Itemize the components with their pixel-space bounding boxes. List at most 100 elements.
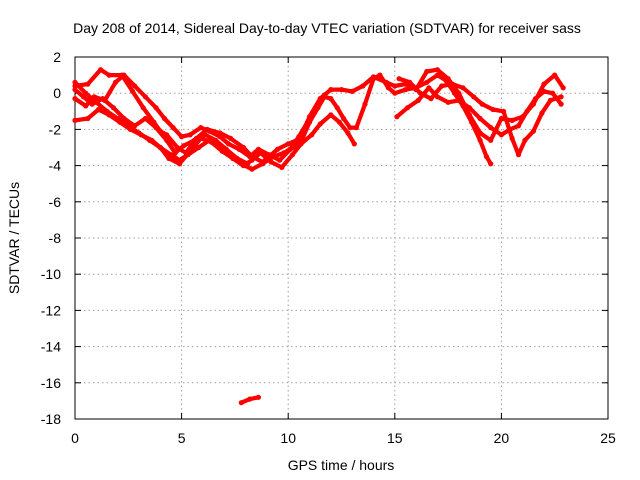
data-point [532, 96, 539, 102]
data-point [238, 400, 244, 406]
data-point [296, 134, 302, 140]
data-point [370, 74, 377, 80]
data-point [187, 132, 193, 138]
data-point [550, 90, 556, 96]
data-point [166, 155, 172, 161]
data-point [509, 135, 515, 141]
data-point [445, 99, 451, 105]
data-point [153, 125, 159, 131]
x-tick-label: 0 [71, 430, 79, 446]
data-point [260, 159, 266, 165]
y-tick-label: -14 [41, 339, 61, 355]
data-point [477, 137, 483, 143]
data-point [424, 79, 430, 85]
data-point [219, 148, 225, 154]
data-point [530, 128, 537, 134]
data-point [449, 81, 455, 87]
data-point [196, 144, 202, 151]
data-point [317, 121, 323, 127]
data-point [328, 87, 334, 93]
data-point [515, 152, 522, 158]
data-point [539, 110, 545, 116]
data-point [140, 105, 146, 111]
data-point [274, 146, 281, 152]
data-point [202, 132, 208, 138]
data-point [106, 72, 112, 78]
data-point [417, 90, 423, 96]
data-point [353, 125, 359, 131]
data-point [483, 154, 490, 160]
data-point [223, 146, 229, 152]
data-point [279, 164, 285, 170]
data-point [236, 146, 242, 152]
series-track-8 [238, 394, 261, 406]
data-point [434, 72, 440, 78]
data-point [191, 137, 197, 143]
grid-layer [75, 57, 608, 419]
y-tick-label: 0 [53, 85, 61, 101]
data-point [434, 67, 440, 73]
y-tick-label: -10 [41, 266, 61, 282]
data-point [515, 123, 522, 129]
data-point [217, 134, 223, 140]
data-point [488, 161, 494, 167]
data-point [72, 87, 78, 93]
data-point [304, 119, 310, 125]
data-point [456, 90, 462, 96]
y-tick-label: -16 [41, 375, 61, 391]
data-point [132, 83, 138, 89]
data-point [522, 137, 528, 143]
data-point [245, 161, 251, 167]
y-tick-label: -12 [41, 302, 61, 318]
data-point [383, 79, 389, 85]
data-point [132, 123, 138, 129]
data-point [460, 85, 466, 91]
data-point [72, 83, 78, 89]
data-point [488, 125, 494, 131]
x-tick-label: 15 [387, 430, 403, 446]
series-track-3 [72, 72, 327, 163]
data-point [466, 105, 472, 111]
data-point [500, 108, 507, 114]
data-point [72, 96, 78, 102]
data-point [72, 117, 78, 123]
data-point [80, 94, 87, 100]
data-point [138, 132, 144, 138]
data-point [341, 115, 347, 122]
data-point [255, 394, 261, 400]
data-point [328, 96, 334, 102]
data-point [289, 152, 296, 158]
data-point [345, 130, 351, 136]
data-point [558, 94, 564, 100]
data-point [547, 97, 554, 103]
data-point [552, 72, 558, 78]
data-point [142, 115, 148, 122]
chart-title: Day 208 of 2014, Sidereal Day-to-day VTE… [73, 20, 581, 36]
data-point [439, 83, 445, 89]
data-point [206, 128, 212, 134]
x-tick-label: 5 [178, 430, 186, 446]
y-axis-label: SDTVAR / TECUs [6, 182, 22, 294]
data-point [181, 143, 187, 149]
data-point [498, 115, 504, 122]
data-point [285, 141, 291, 147]
x-tick-label: 10 [280, 430, 296, 446]
data-point [164, 137, 170, 143]
data-point [490, 106, 496, 113]
series-track-6 [396, 76, 564, 158]
data-point [560, 85, 566, 91]
data-point [198, 125, 204, 131]
y-tick-label: -18 [41, 411, 61, 427]
data-point [479, 101, 485, 107]
data-point [130, 88, 136, 94]
data-point [313, 106, 319, 113]
data-point [127, 126, 133, 132]
data-point [309, 132, 315, 138]
data-point [407, 79, 413, 85]
data-point [268, 159, 274, 165]
data-point [424, 68, 430, 75]
data-point [524, 108, 530, 114]
data-point [225, 141, 232, 147]
